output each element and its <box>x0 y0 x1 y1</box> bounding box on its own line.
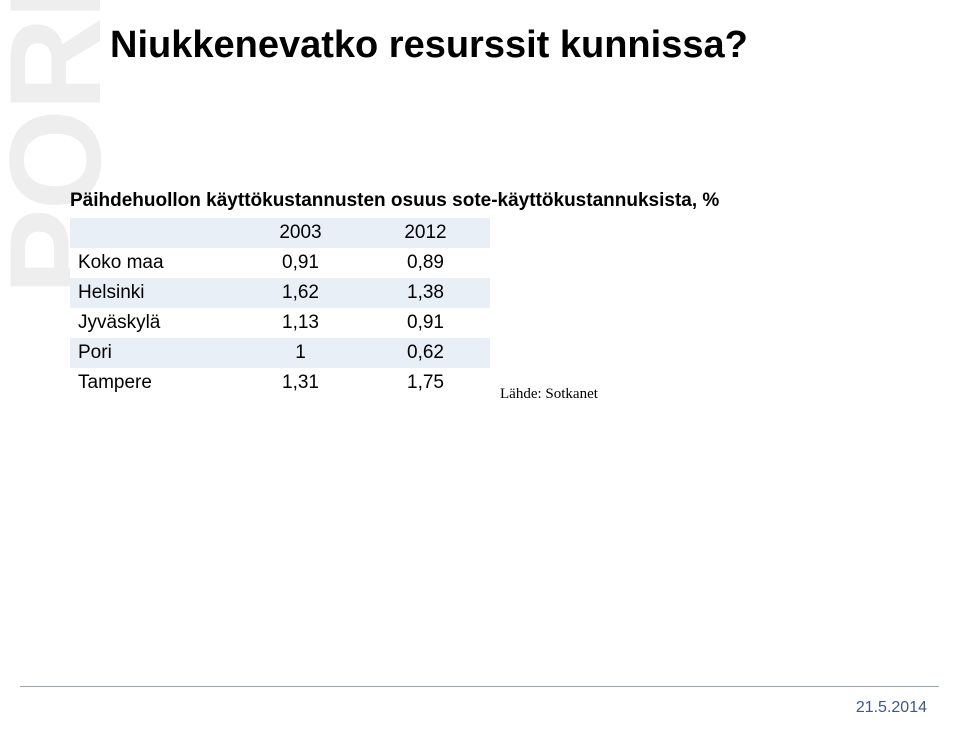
table-row: Jyväskylä 1,13 0,91 <box>70 308 490 338</box>
table-row: Helsinki 1,62 1,38 <box>70 278 490 308</box>
col-header-1: 2003 <box>240 218 365 248</box>
cell: 1,75 <box>365 368 490 398</box>
cell: 0,91 <box>365 308 490 338</box>
footer-divider <box>20 686 939 687</box>
cell: Tampere <box>70 368 240 398</box>
cell: 0,91 <box>240 248 365 278</box>
cell: Helsinki <box>70 278 240 308</box>
table-caption: Päihdehuollon käyttökustannusten osuus s… <box>70 190 730 212</box>
cell: Koko maa <box>70 248 240 278</box>
footer-date: 21.5.2014 <box>856 699 927 717</box>
col-header-0 <box>70 218 240 248</box>
cell: 1,13 <box>240 308 365 338</box>
table-row: Tampere 1,31 1,75 <box>70 368 490 398</box>
cell: 1,62 <box>240 278 365 308</box>
source-note: Lähde: Sotkanet <box>500 386 598 403</box>
data-table-region: Päihdehuollon käyttökustannusten osuus s… <box>70 190 730 398</box>
cell: 1,38 <box>365 278 490 308</box>
table-row: Koko maa 0,91 0,89 <box>70 248 490 278</box>
slide-title: Niukkenevatko resurssit kunnissa? <box>110 24 748 67</box>
table-header-row: 2003 2012 <box>70 218 490 248</box>
cell: 0,62 <box>365 338 490 368</box>
cell: Pori <box>70 338 240 368</box>
cell: 1,31 <box>240 368 365 398</box>
table-row: Pori 1 0,62 <box>70 338 490 368</box>
data-table: 2003 2012 Koko maa 0,91 0,89 Helsinki 1,… <box>70 218 490 398</box>
cell: 0,89 <box>365 248 490 278</box>
cell: 1 <box>240 338 365 368</box>
col-header-2: 2012 <box>365 218 490 248</box>
slide-root: PORI Niukkenevatko resurssit kunnissa? P… <box>0 0 959 735</box>
cell: Jyväskylä <box>70 308 240 338</box>
